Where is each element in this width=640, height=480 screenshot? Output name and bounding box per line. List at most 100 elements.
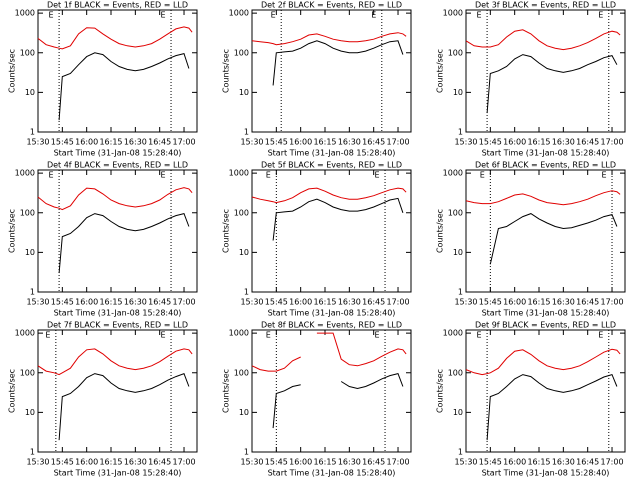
panel: Det 7f BLACK = Events, RED = LLD Start Ti…: [8, 321, 198, 478]
y-tick-label: 1: [458, 128, 463, 137]
x-tick-label: 16:30: [552, 458, 575, 467]
x-tick-label: 15:45: [479, 458, 502, 467]
x-axis-label: Start Time (31-Jan-08 15:28:40): [268, 149, 396, 158]
x-tick-label: 16:45: [362, 458, 385, 467]
y-tick-label: 100: [20, 368, 35, 377]
y-tick-label: 1000: [443, 169, 463, 178]
x-tick-label: 16:00: [75, 458, 98, 467]
panel: Det 5f BLACK = Events, RED = LLD Start Ti…: [222, 161, 412, 318]
panel: Det 6f BLACK = Events, RED = LLD Start Ti…: [436, 161, 626, 318]
y-tick-label: 10: [239, 88, 249, 97]
x-tick-label: 17:00: [386, 138, 409, 147]
x-tick-label: 16:15: [313, 138, 336, 147]
x-tick-label: 15:30: [454, 458, 477, 467]
x-tick-label: 15:45: [51, 458, 74, 467]
y-axis-label: Counts/sec: [8, 209, 17, 253]
x-tick-label: 16:15: [313, 298, 336, 307]
x-tick-label: 15:30: [454, 298, 477, 307]
y-tick-label: 100: [234, 208, 249, 217]
x-tick-label: 17:00: [386, 458, 409, 467]
x-tick-label: 16:30: [338, 138, 361, 147]
y-tick-label: 1000: [443, 329, 463, 338]
y-axis-label: Counts/sec: [222, 49, 231, 93]
chart-title: Det 5f BLACK = Events, RED = LLD: [261, 161, 402, 170]
y-axis-label: Counts/sec: [222, 369, 231, 413]
x-tick-label: 15:30: [240, 458, 263, 467]
x-tick-label: 15:45: [51, 138, 74, 147]
x-axis-label: Start Time (31-Jan-08 15:28:40): [482, 469, 610, 478]
y-tick-label: 1: [244, 128, 249, 137]
x-tick-label: 16:30: [338, 458, 361, 467]
y-axis-label: Counts/sec: [436, 369, 445, 413]
x-tick-label: 16:45: [576, 458, 599, 467]
x-tick-label: 15:30: [26, 458, 49, 467]
y-tick-label: 1: [244, 448, 249, 457]
series-line: [272, 197, 404, 241]
series-line: [58, 213, 190, 274]
x-tick-label: 17:00: [600, 458, 623, 467]
y-tick-label: 100: [448, 368, 463, 377]
series-line: [272, 40, 404, 86]
y-tick-label: 100: [20, 208, 35, 217]
y-tick-label: 100: [448, 48, 463, 57]
x-tick-label: 15:45: [265, 458, 288, 467]
series-line: [58, 372, 190, 441]
x-axis-label: Start Time (31-Jan-08 15:28:40): [268, 469, 396, 478]
series-line: [316, 332, 407, 367]
event-marker-label: E: [598, 11, 603, 20]
x-tick-label: 16:00: [75, 298, 98, 307]
x-tick-label: 16:15: [99, 458, 122, 467]
x-axis-label: Start Time (31-Jan-08 15:28:40): [54, 149, 182, 158]
event-marker-label: E: [161, 11, 166, 20]
plot-frame: [37, 329, 198, 453]
y-tick-label: 1: [30, 288, 35, 297]
x-tick-label: 15:45: [265, 138, 288, 147]
y-tick-label: 1000: [443, 9, 463, 18]
chart-title: Det 4f BLACK = Events, RED = LLD: [47, 161, 188, 170]
x-tick-label: 16:45: [362, 138, 385, 147]
panel: Det 9f BLACK = Events, RED = LLD Start Ti…: [436, 321, 626, 478]
y-tick-label: 1000: [15, 169, 35, 178]
x-tick-label: 15:45: [479, 138, 502, 147]
plot-frame: [465, 9, 626, 133]
plot-frame: [37, 9, 198, 133]
y-tick-label: 10: [453, 408, 463, 417]
panel: Det 4f BLACK = Events, RED = LLD Start Ti…: [8, 161, 198, 318]
y-tick-label: 10: [239, 248, 249, 257]
chart-title: Det 6f BLACK = Events, RED = LLD: [475, 161, 616, 170]
series-line: [251, 356, 301, 372]
x-tick-label: 16:00: [503, 298, 526, 307]
x-axis-label: Start Time (31-Jan-08 15:28:40): [268, 309, 396, 318]
plot-frame: [465, 169, 626, 293]
chart-title: Det 1f BLACK = Events, RED = LLD: [47, 1, 188, 10]
plot-frame: [251, 9, 412, 133]
x-tick-label: 16:00: [503, 138, 526, 147]
series-line: [58, 52, 190, 121]
plot-frame: [37, 169, 198, 293]
x-tick-label: 16:15: [313, 458, 336, 467]
series-line: [340, 373, 404, 390]
x-tick-label: 16:30: [338, 298, 361, 307]
x-tick-label: 16:45: [148, 298, 171, 307]
y-tick-label: 10: [25, 408, 35, 417]
event-marker-label: E: [266, 171, 271, 180]
x-tick-label: 16:00: [289, 298, 312, 307]
y-tick-label: 10: [453, 248, 463, 257]
event-marker-label: E: [49, 11, 54, 20]
x-tick-label: 16:15: [527, 298, 550, 307]
x-tick-label: 16:45: [576, 138, 599, 147]
y-tick-label: 10: [453, 88, 463, 97]
plot-frame: [251, 169, 412, 293]
y-tick-label: 1: [30, 128, 35, 137]
y-tick-label: 1: [458, 448, 463, 457]
x-tick-label: 16:30: [124, 458, 147, 467]
x-tick-label: 16:45: [148, 138, 171, 147]
event-marker-label: E: [601, 171, 606, 180]
series-line: [37, 348, 193, 376]
y-tick-label: 1: [458, 288, 463, 297]
x-tick-label: 15:45: [479, 298, 502, 307]
y-axis-label: Counts/sec: [222, 209, 231, 253]
series-line: [251, 32, 407, 46]
series-line: [465, 190, 621, 206]
y-axis-label: Counts/sec: [8, 369, 17, 413]
